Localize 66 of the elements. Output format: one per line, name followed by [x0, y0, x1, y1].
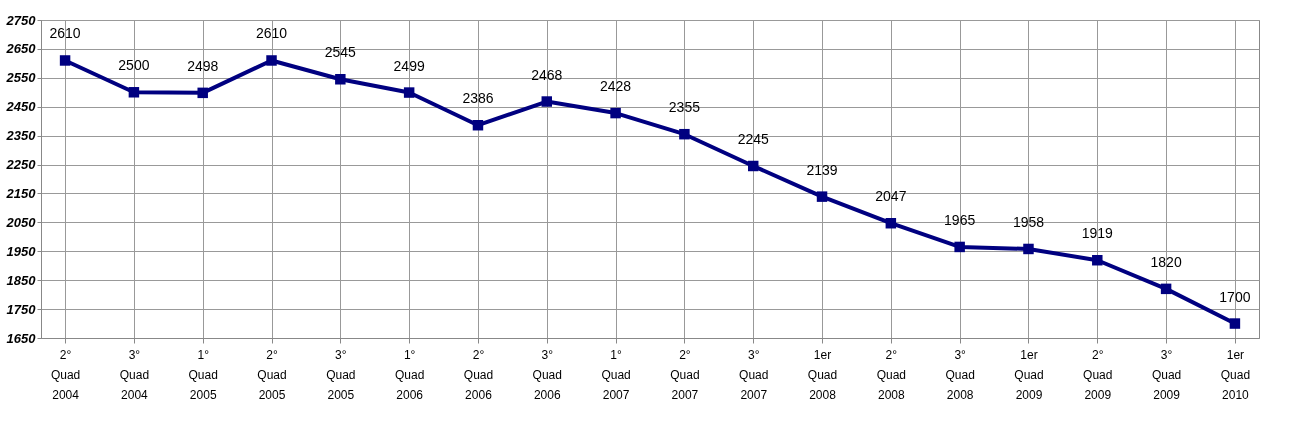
- data-label: 2428: [600, 78, 632, 95]
- data-label: 2355: [668, 99, 701, 116]
- data-label: 2468: [531, 66, 563, 83]
- x-tick-label: 2° Quad 2007: [670, 347, 700, 402]
- x-tick-label: 3° Quad 2008: [945, 347, 975, 402]
- data-label: 1820: [1150, 253, 1182, 270]
- x-tick-label: 2° Quad 2006: [463, 347, 494, 402]
- data-label: 2500: [118, 57, 150, 74]
- y-tick-label: 2750: [5, 12, 37, 28]
- point: [472, 119, 484, 131]
- x-tick-label: 2° Quad 2004: [50, 347, 81, 402]
- x-tick-label: 2° Quad 2009: [1083, 347, 1113, 402]
- data-label: 2610: [49, 25, 81, 42]
- x-tick-label: 1° Quad 2005: [188, 347, 218, 402]
- data-label: 1700: [1219, 288, 1251, 305]
- x-tick-label: 2° Quad 2008: [876, 347, 907, 402]
- data-label: 2047: [875, 188, 907, 205]
- point: [266, 55, 277, 66]
- point: [816, 191, 828, 202]
- x-tick-label: 3° Quad 2005: [326, 347, 356, 402]
- y-tick-label: 1950: [6, 243, 37, 259]
- data-label: 1958: [1012, 213, 1045, 230]
- point: [1160, 283, 1172, 295]
- data-label: 2386: [462, 90, 494, 107]
- y-tick-label: 1750: [6, 301, 37, 317]
- data-label: 2610: [255, 25, 288, 42]
- x-tick-label: 1° Quad 2006: [394, 347, 425, 402]
- data-label: 2545: [324, 44, 357, 61]
- y-tick-label: 2350: [5, 128, 37, 144]
- y-tick-label: 2550: [5, 70, 37, 86]
- y-tick-label: 2150: [5, 185, 37, 201]
- y-tick-label: 1650: [6, 330, 37, 346]
- x-tick-label: 3° Quad 2006: [532, 347, 562, 402]
- point: [403, 87, 415, 98]
- x-tick-label: 3° Quad 2007: [739, 347, 769, 402]
- point: [541, 96, 553, 107]
- point: [128, 87, 140, 98]
- point: [679, 128, 690, 140]
- point: [59, 55, 71, 66]
- data-label: 2499: [393, 57, 425, 74]
- y-tick-label: 2650: [5, 41, 37, 57]
- point: [747, 160, 759, 172]
- point: [335, 74, 346, 85]
- y-tick-label: 2050: [5, 214, 37, 230]
- x-tick-label: 3° Quad 2009: [1151, 347, 1182, 402]
- data-label: 2498: [187, 57, 219, 74]
- point: [197, 87, 208, 99]
- point: [885, 217, 897, 229]
- point: [1092, 254, 1103, 266]
- y-tick-label: 2250: [5, 157, 37, 173]
- point: [1023, 243, 1034, 255]
- x-tick-label: 1° Quad 2007: [601, 347, 631, 402]
- x-tick-label: 3° Quad 2004: [119, 347, 150, 402]
- data-label: 1919: [1081, 225, 1114, 242]
- point: [954, 241, 965, 253]
- y-tick-label: 2450: [5, 99, 37, 115]
- y-tick-label: 1850: [6, 272, 37, 288]
- data-label: 1965: [944, 211, 976, 228]
- data-label: 2139: [806, 161, 838, 178]
- x-tick-label: 1er Quad 2010: [1220, 347, 1251, 402]
- point: [610, 107, 621, 119]
- x-tick-label: 1er Quad 2008: [807, 347, 838, 402]
- point: [1229, 318, 1241, 329]
- x-tick-label: 1er Quad 2009: [1014, 347, 1044, 402]
- x-tick-label: 2° Quad 2005: [257, 347, 287, 402]
- data-label: 2245: [737, 130, 769, 147]
